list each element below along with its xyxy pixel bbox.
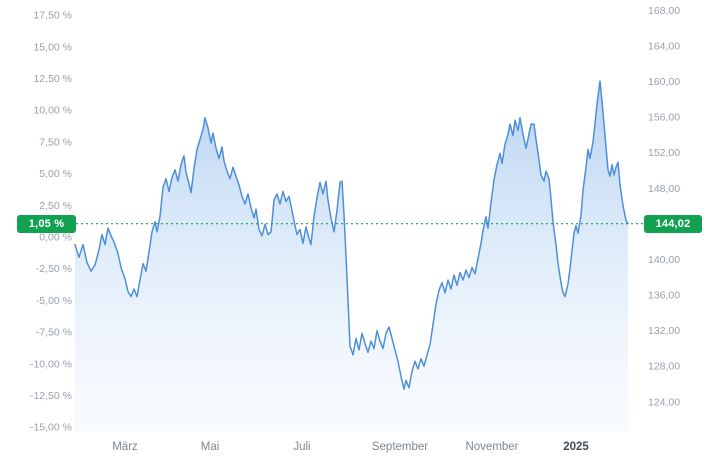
y-axis-label-left: -5,00 %	[36, 295, 72, 307]
current-price-badge: 144,02	[644, 215, 702, 233]
series-line	[74, 80, 629, 390]
current-percent-badge: 1,05 %	[17, 215, 76, 233]
y-axis-label-left: 12,50 %	[33, 73, 72, 85]
y-axis-label-right: 156,00	[648, 112, 680, 124]
series-area-fill	[75, 81, 628, 432]
y-axis-label-left: 10,00 %	[33, 105, 72, 117]
y-axis-label-left: 15,00 %	[33, 41, 72, 53]
x-axis-label: September	[372, 441, 428, 453]
y-axis-label-right: 140,00	[648, 254, 680, 266]
y-axis-label-right: 168,00	[648, 5, 680, 17]
y-axis-label-right: 148,00	[648, 183, 680, 195]
y-axis-label-left: -15,00 %	[30, 422, 72, 434]
y-axis-label-right: 132,00	[648, 325, 680, 337]
x-axis-label: November	[465, 441, 518, 453]
y-axis-label-left: 17,50 %	[33, 10, 72, 22]
y-axis-label-left: -12,50 %	[30, 390, 72, 402]
y-axis-label-left: 5,00 %	[39, 168, 72, 180]
x-axis-label: Mai	[201, 441, 220, 453]
y-axis-label-left: -7,50 %	[36, 327, 72, 339]
x-axis-label: März	[112, 441, 138, 453]
y-axis-label-right: 136,00	[648, 290, 680, 302]
y-axis-label-left: 7,50 %	[39, 136, 72, 148]
x-axis-months: März Mai Juli September November 2025	[112, 441, 589, 453]
y-axis-label-left: 2,50 %	[39, 200, 72, 212]
y-axis-label-left: -2,50 %	[36, 263, 72, 275]
y-axis-label-right: 152,00	[648, 147, 680, 159]
y-axis-label-right: 124,00	[648, 396, 680, 408]
y-axis-label-left: 0,00 %	[39, 232, 72, 244]
y-axis-right-price: 168,00 164,00 160,00 156,00 152,00 148,00 140,…	[648, 5, 680, 408]
x-axis-label: 2025	[563, 441, 589, 453]
y-axis-label-left: -10,00 %	[30, 358, 72, 370]
y-axis-label-right: 160,00	[648, 76, 680, 88]
y-axis-label-right: 128,00	[648, 361, 680, 373]
x-axis-label: Juli	[293, 441, 310, 453]
y-axis-label-right: 164,00	[648, 40, 680, 52]
y-axis-left-percent: 17,50 % 15,00 % 12,50 % 10,00 % 7,50 % 5,00 %…	[30, 10, 72, 434]
